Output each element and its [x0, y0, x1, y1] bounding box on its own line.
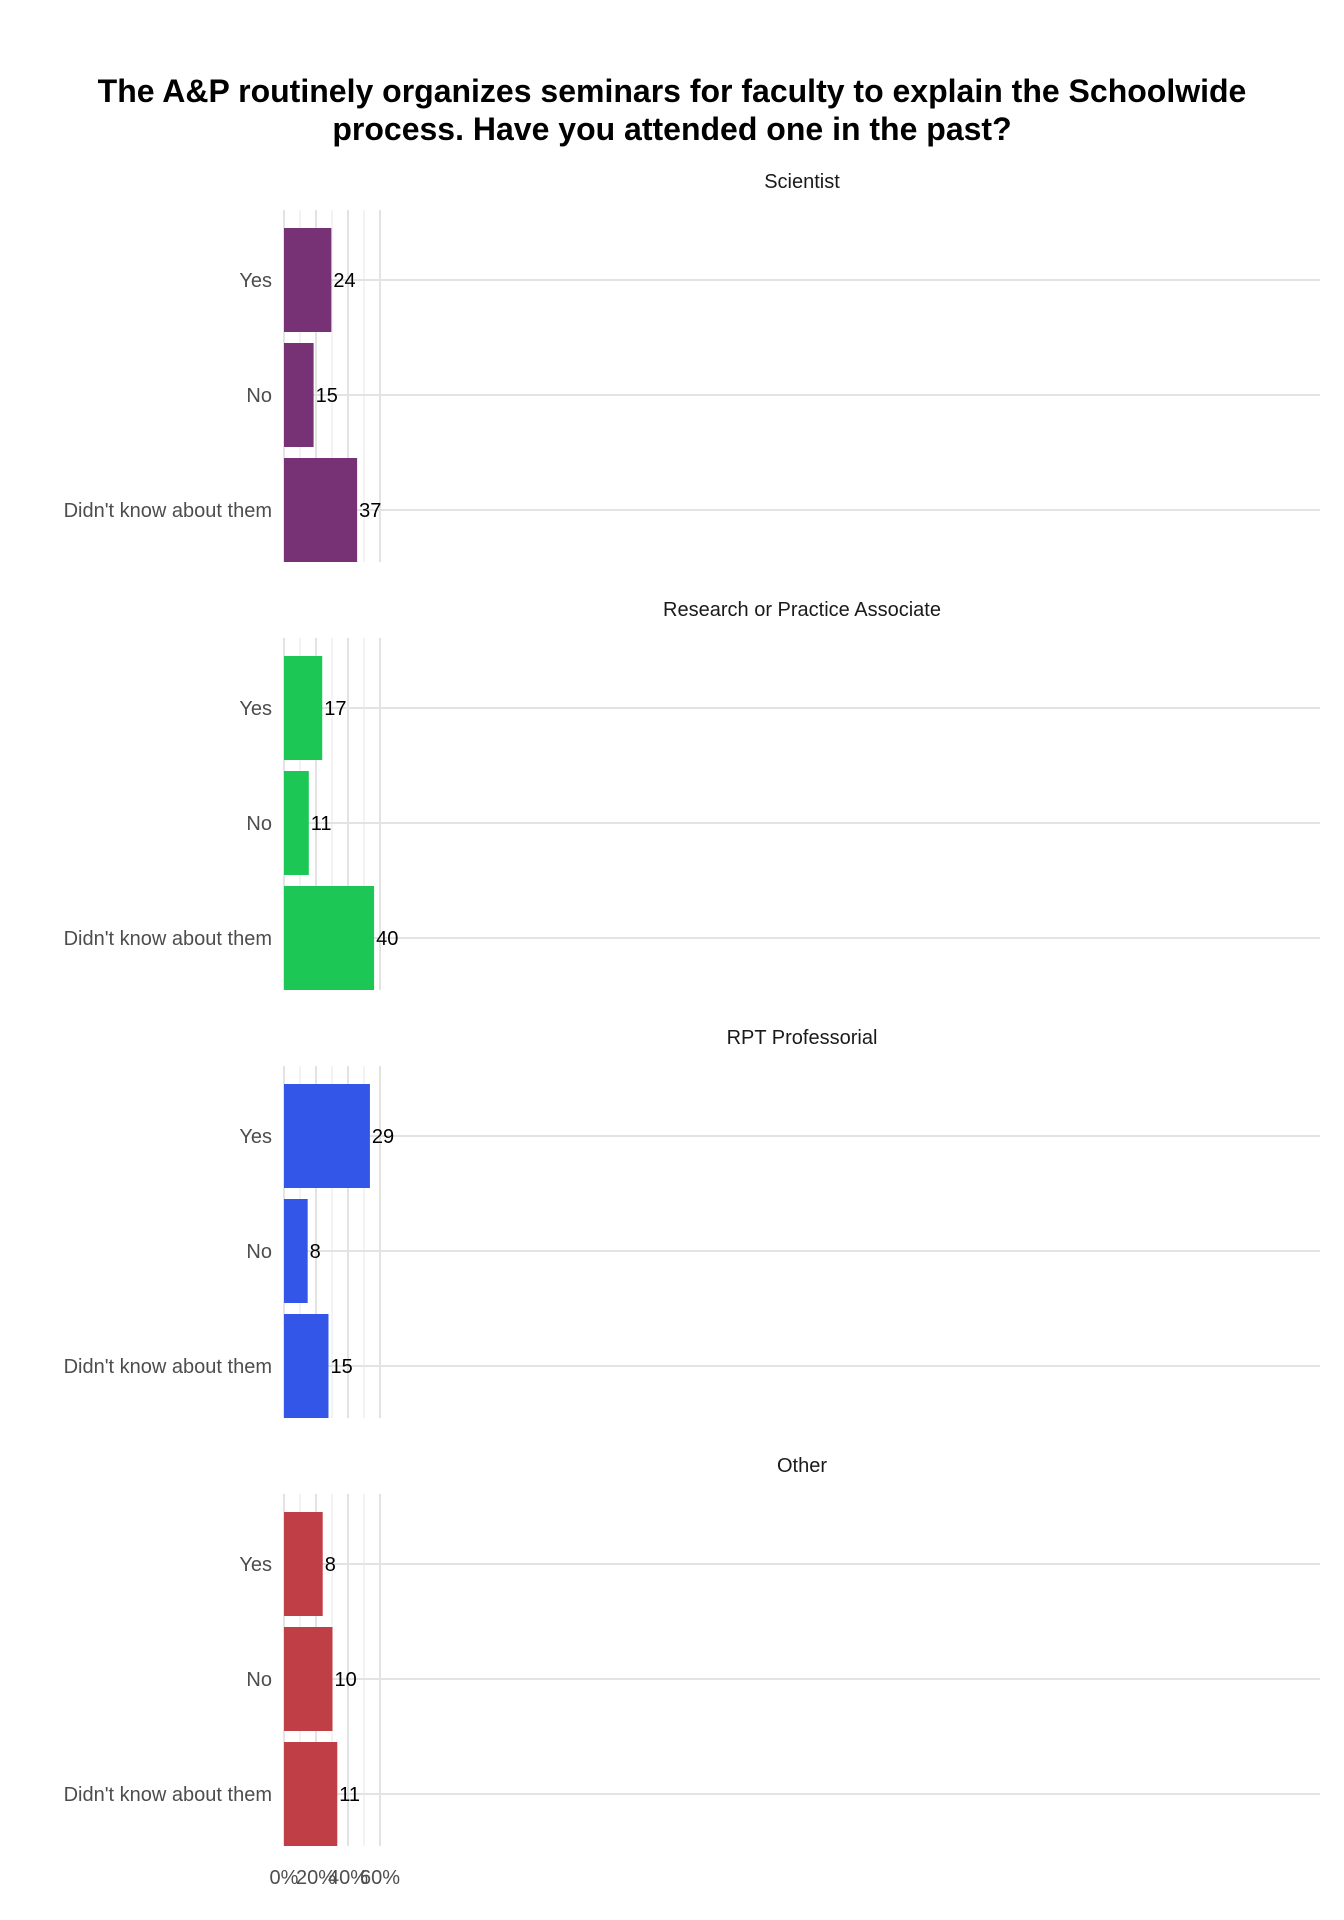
bar-1: [284, 771, 309, 875]
bar-2: [284, 458, 358, 562]
category-label: Didn't know about them: [64, 928, 272, 950]
bar-1: [284, 1199, 308, 1303]
bar-2: [284, 1314, 329, 1418]
facet-label: Scientist: [764, 171, 840, 193]
x-axis: 0%20%40%60%: [270, 1867, 401, 1889]
bar-2: [284, 886, 375, 990]
facet-label: Other: [777, 1455, 827, 1477]
category-label: Didn't know about them: [64, 1784, 272, 1806]
bar-value-label: 17: [324, 698, 346, 720]
bar-value-label: 24: [333, 270, 355, 292]
chart-title-line-1: The A&P routinely organizes seminars for…: [97, 73, 1247, 109]
x-tick-label: 40%: [328, 1867, 368, 1889]
x-tick-label: 0%: [270, 1867, 299, 1889]
bar-0: [284, 228, 332, 332]
bar-value-label: 8: [325, 1554, 336, 1576]
bar-0: [284, 656, 323, 760]
facet-panel-2: RPT Professorial Yes 29 No 8 Didn't know abou…: [64, 1027, 1320, 1418]
bar-value-label: 11: [339, 1784, 360, 1806]
bar-2: [284, 1742, 338, 1846]
bar-value-label: 11: [311, 813, 332, 835]
category-label: No: [246, 1669, 272, 1691]
x-tick-label: 60%: [360, 1867, 400, 1889]
category-label: No: [246, 1241, 272, 1263]
category-label: Yes: [239, 1554, 272, 1576]
bar-value-label: 10: [334, 1669, 356, 1691]
category-label: Didn't know about them: [64, 500, 272, 522]
facet-panel-3: Other Yes 8 No 10 Didn't know about them 11: [64, 1455, 1320, 1846]
facet-panel-0: Scientist Yes 24 No 15 Didn't know about them…: [64, 171, 1320, 562]
chart-title: The A&P routinely organizes seminars for…: [0, 72, 1344, 148]
facet-label: RPT Professorial: [727, 1027, 878, 1049]
bar-1: [284, 343, 314, 447]
x-tick-label: 20%: [296, 1867, 336, 1889]
bar-1: [284, 1627, 333, 1731]
bar-value-label: 15: [316, 385, 338, 407]
bar-0: [284, 1512, 323, 1616]
category-label: Yes: [239, 698, 272, 720]
facet-panel-1: Research or Practice Associate Yes 17 No 11 D…: [64, 599, 1320, 990]
chart-title-line-2: process. Have you attended one in the pa…: [332, 111, 1012, 147]
bar-value-label: 8: [310, 1241, 321, 1263]
bar-value-label: 37: [359, 500, 381, 522]
bar-value-label: 15: [330, 1356, 352, 1378]
category-label: No: [246, 385, 272, 407]
category-label: Yes: [239, 1126, 272, 1148]
category-label: Yes: [239, 270, 272, 292]
bar-0: [284, 1084, 370, 1188]
bar-value-label: 40: [376, 928, 398, 950]
category-label: Didn't know about them: [64, 1356, 272, 1378]
bar-value-label: 29: [372, 1126, 394, 1148]
facet-label: Research or Practice Associate: [663, 599, 941, 621]
category-label: No: [246, 813, 272, 835]
